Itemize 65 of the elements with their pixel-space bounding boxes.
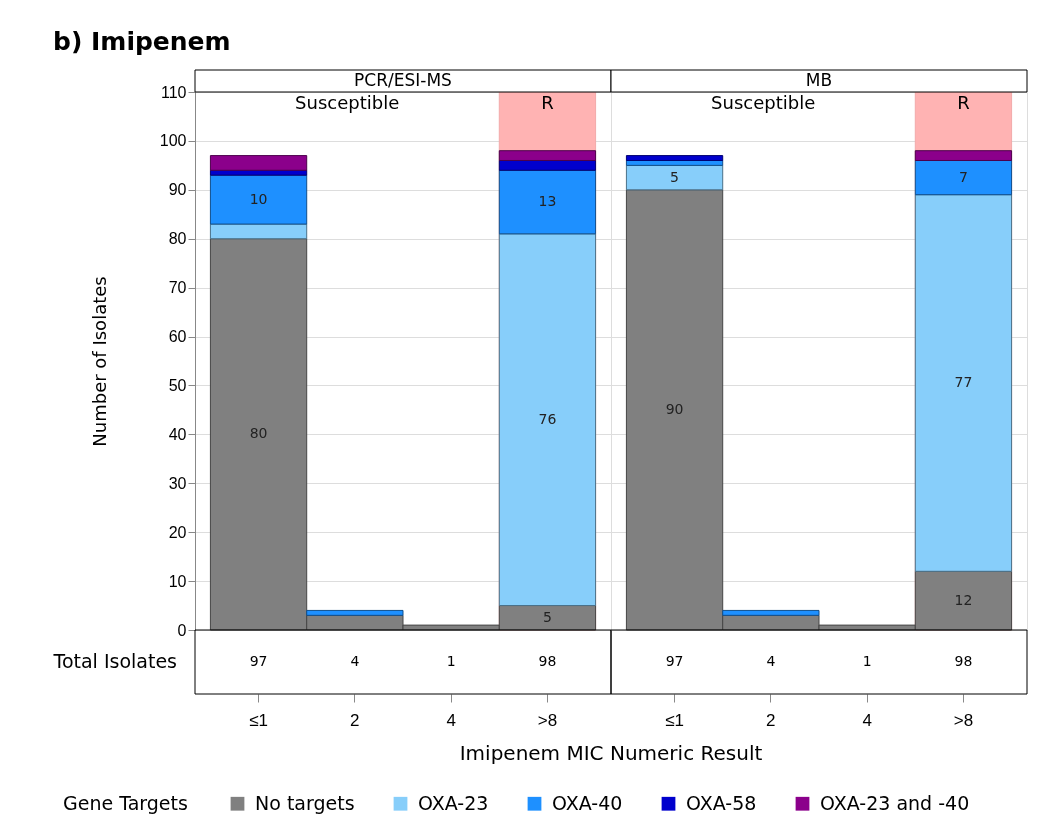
- total-label: 98: [954, 653, 973, 669]
- data-label: 13: [538, 193, 557, 210]
- band-label: R: [957, 92, 970, 113]
- bar: [498, 169, 597, 235]
- legend-label: OXA-23: [418, 791, 489, 814]
- x-tick-label: >8: [537, 710, 558, 730]
- chart-title: b) Imipenem: [53, 27, 231, 56]
- legend-title: Gene Targets: [63, 792, 188, 814]
- x-axis-title: Imipenem MIC Numeric Result: [459, 741, 763, 765]
- x-tick-label: ≤1: [249, 710, 268, 730]
- data-label: 5: [670, 168, 680, 185]
- data-label: 7: [958, 168, 968, 185]
- bar: [914, 150, 1013, 161]
- band-label: R: [541, 92, 554, 113]
- y-tick-label: 30: [168, 474, 187, 492]
- legend-label: OXA-23 and -40: [820, 791, 970, 814]
- legend-label: OXA-40: [552, 791, 623, 814]
- bar: [498, 150, 597, 161]
- y-tick-label: 20: [168, 523, 187, 541]
- text: Total Isolates: [52, 650, 177, 672]
- chart-subtitle: PCR/ESI-MS: [354, 70, 452, 90]
- y-tick-label: 70: [168, 279, 187, 297]
- total-label: 4: [766, 653, 776, 669]
- data-label: 90: [665, 400, 684, 417]
- total-label: 98: [538, 653, 557, 669]
- legend-label: OXA-58: [686, 791, 757, 814]
- data-label: 10: [249, 190, 268, 207]
- data-label: 77: [954, 374, 973, 391]
- x-tick-label: ≤1: [665, 710, 684, 730]
- y-tick-label: 50: [168, 376, 187, 394]
- x-tick-label: 2: [766, 710, 776, 730]
- data-label: 12: [954, 591, 973, 608]
- x-tick-label: 4: [446, 710, 456, 730]
- bar: [209, 174, 308, 225]
- annotation: Susceptible: [295, 92, 400, 113]
- y-tick-label: 110: [160, 83, 187, 101]
- total-label: 97: [665, 653, 684, 669]
- bar: [914, 159, 1013, 196]
- x-tick-label: 4: [862, 710, 872, 730]
- total-label: 1: [862, 653, 872, 669]
- bar: [209, 155, 308, 171]
- y-tick-label: 10: [168, 572, 187, 590]
- total-label: 4: [350, 653, 360, 669]
- total-label: 97: [249, 653, 268, 669]
- x-tick-label: >8: [953, 710, 974, 730]
- bar: [625, 164, 724, 191]
- x-tick-label: 2: [350, 710, 360, 730]
- bar: [498, 159, 597, 171]
- y-tick-label: 60: [168, 328, 187, 346]
- y-tick-label: 90: [168, 181, 187, 199]
- bar: [625, 155, 724, 161]
- total-label: 1: [446, 653, 456, 669]
- y-tick-label: 100: [159, 132, 187, 150]
- y-tick-label: 0: [177, 621, 187, 639]
- y-axis-title: Number of Isolates: [88, 276, 110, 447]
- bar: [722, 609, 820, 616]
- y-tick-label: 80: [168, 230, 187, 248]
- bar: [306, 609, 404, 616]
- annotation: Susceptible: [711, 92, 816, 113]
- data-label: 5: [542, 608, 552, 625]
- data-label: 76: [538, 410, 557, 427]
- y-tick-label: 40: [168, 425, 187, 443]
- data-label: 80: [249, 425, 268, 442]
- chart-subtitle: MB: [805, 70, 833, 90]
- legend-label: No targets: [255, 791, 355, 814]
